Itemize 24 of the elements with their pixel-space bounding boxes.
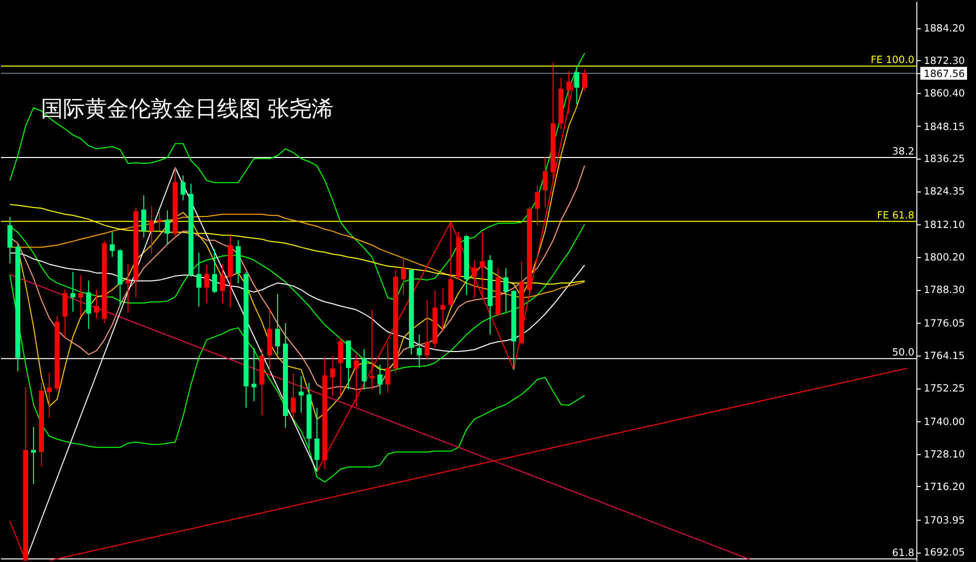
annotation: 50.0 bbox=[892, 348, 914, 359]
y-tick-label: 1884.20 bbox=[924, 23, 965, 34]
y-tick-label: 1848.15 bbox=[924, 122, 965, 133]
y-tick-label: 1860.40 bbox=[924, 88, 965, 100]
y-tick-label: 1800.20 bbox=[924, 252, 965, 264]
y-tick-label: 1812.10 bbox=[924, 220, 965, 232]
y-tick-label: 1788.30 bbox=[924, 285, 965, 296]
ref-line-label: FE 100.0 bbox=[870, 55, 914, 66]
y-tick-label: 1752.25 bbox=[924, 383, 965, 394]
y-tick-label: 1776.05 bbox=[924, 318, 965, 330]
y-tick-label: 1692.05 bbox=[924, 548, 965, 559]
y-tick-label: 1703.95 bbox=[924, 515, 965, 526]
y-tick-label: 1867.56 bbox=[924, 68, 965, 80]
ref-line-label: FE 61.8 bbox=[877, 210, 914, 222]
y-tick-label: 1728.10 bbox=[924, 449, 965, 460]
y-tick-label: 1824.35 bbox=[924, 186, 965, 198]
annotation: 61.8 bbox=[892, 548, 914, 559]
y-tick-label: 1716.20 bbox=[924, 482, 965, 493]
y-tick-label: 1764.15 bbox=[924, 350, 965, 362]
y-tick-label: 1872.30 bbox=[924, 56, 965, 67]
y-tick-label: 1836.25 bbox=[924, 154, 965, 166]
y-tick-label: 1740.00 bbox=[924, 416, 965, 428]
annotation: 38.2 bbox=[892, 146, 914, 158]
text: 国际黄金伦敦金日线图 张尧浠 bbox=[40, 96, 334, 122]
